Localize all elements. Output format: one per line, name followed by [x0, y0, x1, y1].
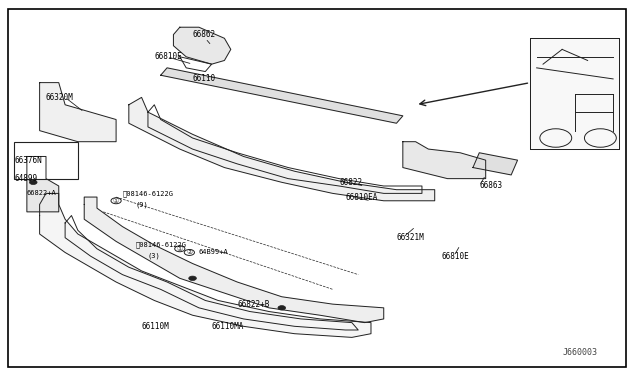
Polygon shape [531, 38, 620, 149]
Text: 66810E: 66810E [441, 251, 469, 261]
Text: 66822+A: 66822+A [27, 190, 56, 196]
Bar [14, 142, 78, 179]
Polygon shape [473, 153, 518, 175]
Polygon shape [27, 157, 59, 212]
Text: J660003: J660003 [562, 348, 597, 357]
Text: 08146-6122G: 08146-6122G [122, 190, 173, 197]
Polygon shape [129, 97, 435, 201]
Text: 66862: 66862 [193, 30, 216, 39]
Polygon shape [40, 83, 116, 142]
Text: 66863: 66863 [479, 182, 502, 190]
Polygon shape [403, 142, 486, 179]
Text: ①: ① [177, 246, 183, 252]
Text: 66376N: 66376N [14, 155, 42, 165]
Text: (9): (9) [135, 201, 148, 208]
Text: 66320M: 66320M [46, 93, 74, 102]
Text: ①: ① [113, 198, 119, 204]
Text: 66110M: 66110M [141, 322, 170, 331]
Polygon shape [84, 197, 384, 323]
Text: 64B99+A: 64B99+A [199, 250, 228, 256]
Circle shape [278, 306, 285, 310]
Text: 64899: 64899 [14, 174, 37, 183]
Text: 66822+B: 66822+B [237, 300, 269, 309]
Circle shape [29, 180, 37, 185]
Circle shape [189, 276, 196, 280]
Text: (3): (3) [148, 253, 161, 259]
Polygon shape [173, 27, 231, 64]
Text: 66110MA: 66110MA [212, 322, 244, 331]
Text: 08146-6122G: 08146-6122G [135, 242, 186, 248]
Polygon shape [161, 68, 403, 123]
Text: 66810E: 66810E [154, 52, 182, 61]
Polygon shape [40, 193, 371, 337]
Text: 66822: 66822 [339, 178, 362, 187]
Text: 66110: 66110 [193, 74, 216, 83]
Text: 66810EA: 66810EA [346, 193, 378, 202]
Text: 66321M: 66321M [396, 233, 424, 242]
Text: ②: ② [186, 250, 193, 256]
